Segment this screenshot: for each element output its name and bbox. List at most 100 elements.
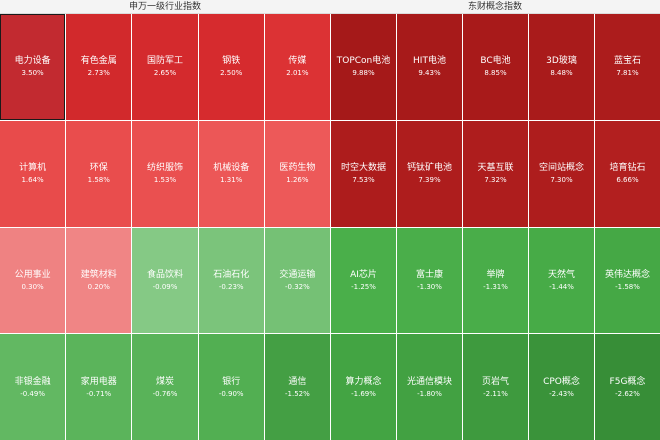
concept-tile[interactable]: 天然气 -1.44% xyxy=(529,227,594,334)
industry-tile-change: 1.26% xyxy=(286,176,309,185)
concept-tile-name: CPO概念 xyxy=(543,376,580,387)
concept-tile[interactable]: BC电池 8.85% xyxy=(463,14,528,120)
industry-tile[interactable]: 食品饮料 -0.09% xyxy=(132,227,198,334)
industry-tile[interactable]: 非银金融 -0.49% xyxy=(0,334,66,440)
industry-tile[interactable]: 交通运输 -0.32% xyxy=(264,227,330,334)
industry-tile-change: 2.65% xyxy=(153,69,177,78)
concept-tile-change: -2.43% xyxy=(549,389,574,398)
concept-tile[interactable]: HIT电池 9.43% xyxy=(397,14,462,120)
concept-tile-name: 算力概念 xyxy=(345,376,382,387)
concept-tile[interactable]: 举牌 -1.31% xyxy=(463,227,528,334)
concept-tile-name: AI芯片 xyxy=(350,269,377,280)
industry-tile[interactable]: 建筑材料 0.20% xyxy=(66,227,132,334)
industry-tile-change: -0.32% xyxy=(285,282,310,291)
concept-tile-change: -1.80% xyxy=(417,389,442,398)
concept-tile-name: TOPCon电池 xyxy=(336,56,391,67)
industry-tile-change: 1.53% xyxy=(153,176,177,185)
concept-tile-change: -1.58% xyxy=(615,282,640,291)
concept-tile[interactable]: 空间站概念 7.30% xyxy=(529,120,594,227)
concept-tile[interactable]: 算力概念 -1.69% xyxy=(331,334,396,440)
concept-tile-name: 天然气 xyxy=(547,269,575,280)
industry-tile[interactable]: 公用事业 0.30% xyxy=(0,227,66,334)
concept-tile-change: -2.11% xyxy=(483,389,508,398)
concept-tile-change: 8.48% xyxy=(550,69,573,78)
industry-tile[interactable]: 计算机 1.64% xyxy=(0,120,66,227)
concept-tile-name: 光通信模块 xyxy=(406,376,452,387)
industry-tile-name: 国防军工 xyxy=(146,56,183,67)
concept-tile[interactable]: 钙钛矿电池 7.39% xyxy=(397,120,462,227)
concept-tile[interactable]: 时空大数据 7.53% xyxy=(331,120,396,227)
concept-tile[interactable]: CPO概念 -2.43% xyxy=(529,334,594,440)
industry-tile-name: 食品饮料 xyxy=(146,269,183,280)
industry-tile-name: 煤炭 xyxy=(155,376,174,387)
concept-tile[interactable]: 天基互联 7.32% xyxy=(463,120,528,227)
industry-tile[interactable]: 钢铁 2.50% xyxy=(198,14,264,120)
concept-tile-change: 7.81% xyxy=(616,69,639,78)
industry-tile[interactable]: 环保 1.58% xyxy=(66,120,132,227)
industry-tile-change: 0.20% xyxy=(87,282,110,291)
concept-tile[interactable]: 蓝宝石 7.81% xyxy=(595,14,660,120)
industry-tile-change: -1.52% xyxy=(285,389,310,398)
concept-tile[interactable]: TOPCon电池 9.88% xyxy=(331,14,396,120)
concept-tile-name: 天基互联 xyxy=(477,163,514,174)
industry-tile[interactable]: 机械设备 1.31% xyxy=(198,120,264,227)
industry-tile-change: 3.50% xyxy=(21,69,44,78)
industry-tile-change: -0.71% xyxy=(86,389,112,398)
concept-tile-change: 9.43% xyxy=(418,69,441,78)
concept-tile-change: 7.39% xyxy=(418,176,441,185)
industry-tile[interactable]: 石油石化 -0.23% xyxy=(198,227,264,334)
concept-tile-change: -2.62% xyxy=(615,389,640,398)
concept-tile[interactable]: AI芯片 -1.25% xyxy=(331,227,396,334)
concept-tile[interactable]: 培育钻石 6.66% xyxy=(595,120,660,227)
concept-tile[interactable]: 页岩气 -2.11% xyxy=(463,334,528,440)
industry-tile[interactable]: 有色金属 2.73% xyxy=(66,14,132,120)
industry-tile[interactable]: 煤炭 -0.76% xyxy=(132,334,198,440)
industry-tile-change: -0.90% xyxy=(218,389,244,398)
industry-tile[interactable]: 通信 -1.52% xyxy=(264,334,330,440)
industry-tile[interactable]: 医药生物 1.26% xyxy=(264,120,330,227)
concept-tile[interactable]: 光通信模块 -1.80% xyxy=(397,334,462,440)
concept-tile[interactable]: 3D玻璃 8.48% xyxy=(529,14,594,120)
concept-tile-change: -1.44% xyxy=(549,282,574,291)
industry-tile-name: 银行 xyxy=(222,376,241,387)
concept-tile-change: 7.32% xyxy=(484,176,507,185)
industry-tile-change: -0.09% xyxy=(152,282,178,291)
industry-tile[interactable]: 电力设备 3.50% xyxy=(0,14,66,120)
concept-tile-change: -1.30% xyxy=(417,282,442,291)
industry-tile-change: -0.76% xyxy=(152,389,178,398)
industry-tile[interactable]: 银行 -0.90% xyxy=(198,334,264,440)
industry-tile[interactable]: 传媒 2.01% xyxy=(264,14,330,120)
industry-tile-change: 1.58% xyxy=(87,176,110,185)
industry-tile[interactable]: 家用电器 -0.71% xyxy=(66,334,132,440)
industry-tile-name: 公用事业 xyxy=(14,269,51,280)
concept-tile-name: 空间站概念 xyxy=(538,163,584,174)
industry-tile[interactable]: 纺织服饰 1.53% xyxy=(132,120,198,227)
industry-tile-name: 交通运输 xyxy=(279,269,316,280)
concept-tile[interactable]: F5G概念 -2.62% xyxy=(595,334,660,440)
concept-tile-name: 3D玻璃 xyxy=(546,56,577,67)
concept-tile-change: 7.30% xyxy=(550,176,573,185)
concept-tile-name: 英伟达概念 xyxy=(604,269,650,280)
industry-tile-change: 0.30% xyxy=(21,282,44,291)
concept-tile-change: 7.53% xyxy=(352,176,375,185)
concept-tile-change: -1.25% xyxy=(351,282,376,291)
industry-tile-change: 2.73% xyxy=(87,69,110,78)
sw-industry-index-title: 申万一级行业指数 xyxy=(128,2,201,12)
industry-tile-change: -0.49% xyxy=(20,389,45,398)
industry-tile-change: 2.50% xyxy=(220,69,243,78)
industry-tile-name: 纺织服饰 xyxy=(146,163,183,174)
concept-tile-name: 富士康 xyxy=(415,269,443,280)
industry-tile-name: 建筑材料 xyxy=(80,269,117,280)
concept-tile[interactable]: 英伟达概念 -1.58% xyxy=(595,227,660,334)
industry-tile-name: 计算机 xyxy=(19,163,47,174)
concept-tile-name: 钙钛矿电池 xyxy=(406,163,452,174)
heatmap-header: 申万一级行业指数 东财概念指数 xyxy=(0,0,660,14)
concept-tile-name: 培育钻石 xyxy=(609,163,646,174)
industry-tile-change: 2.01% xyxy=(286,69,309,78)
industry-tile-change: -0.23% xyxy=(218,282,244,291)
industry-tile-name: 家用电器 xyxy=(80,376,117,387)
concept-tile-name: BC电池 xyxy=(480,56,511,67)
concept-tile[interactable]: 富士康 -1.30% xyxy=(397,227,462,334)
industry-tile[interactable]: 国防军工 2.65% xyxy=(132,14,198,120)
